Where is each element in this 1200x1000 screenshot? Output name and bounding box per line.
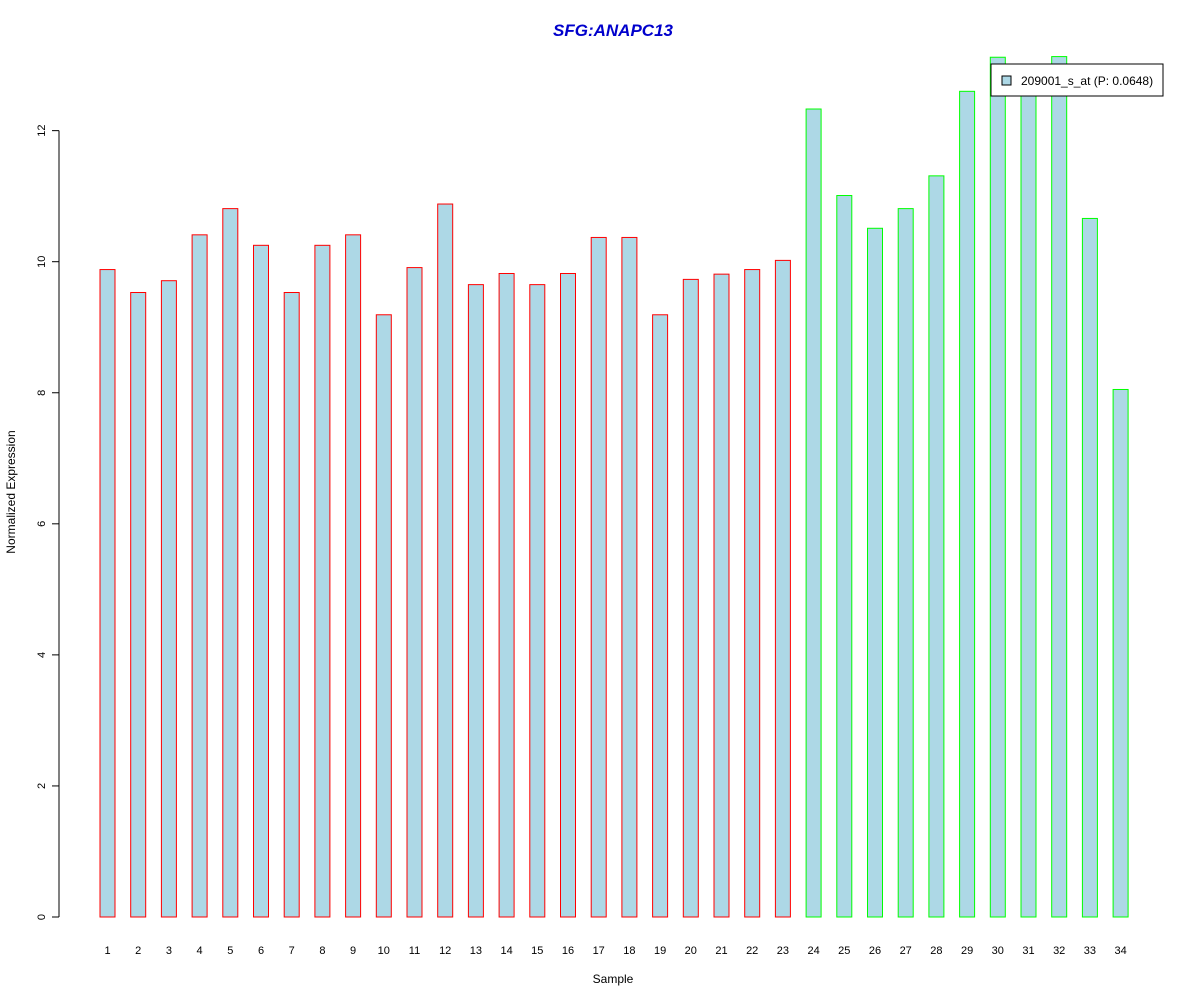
- x-tick-label: 33: [1084, 945, 1096, 957]
- bar-sample-5: [222, 208, 239, 918]
- bar-sample-30: [989, 56, 1006, 918]
- x-tick-label: 32: [1053, 945, 1065, 957]
- x-tick-label: 5: [227, 945, 233, 957]
- bar-sample-24: [805, 108, 822, 918]
- x-tick-label: 12: [439, 945, 451, 957]
- x-tick-label: 4: [197, 945, 203, 957]
- x-tick-label: 20: [685, 945, 697, 957]
- bar-sample-25: [836, 195, 853, 918]
- bar-sample-4: [191, 234, 208, 918]
- bar-sample-32: [1051, 56, 1068, 918]
- bar-sample-26: [867, 227, 883, 918]
- x-axis-label: Sample: [593, 972, 634, 986]
- x-tick-label: 24: [807, 945, 819, 957]
- bar-sample-22: [744, 269, 761, 918]
- legend-box: [990, 63, 1164, 97]
- x-tick-label: 28: [930, 945, 942, 957]
- x-axis-tick-labels: 1 2 3 4 5 6 7 8 9 10 11 12 13 14 15 16 17 18 19 20 21 22 23 24 2…: [104, 945, 1126, 957]
- y-axis: 0 2 4 6 8 10 12: [36, 125, 60, 920]
- bar-sample-6: [253, 244, 269, 918]
- bars: [99, 56, 1129, 918]
- x-tick-label: 23: [777, 945, 789, 957]
- x-tick-label: 1: [104, 945, 110, 957]
- bar-sample-18: [621, 236, 638, 918]
- bar-sample-2: [130, 291, 147, 918]
- x-tick-label: 11: [409, 945, 420, 957]
- x-tick-label: 30: [992, 945, 1004, 957]
- x-tick-label: 17: [593, 945, 605, 957]
- bar-sample-31: [1020, 86, 1037, 918]
- x-tick-label: 18: [623, 945, 635, 957]
- bar-sample-11: [406, 267, 423, 918]
- x-tick-label: 15: [531, 945, 543, 957]
- bar-sample-1: [99, 269, 116, 918]
- bar-sample-16: [560, 272, 576, 918]
- x-tick-label: 26: [869, 945, 881, 957]
- bar-sample-29: [959, 90, 976, 918]
- bar-sample-14: [498, 272, 515, 918]
- x-tick-label: 34: [1114, 945, 1126, 957]
- bar-sample-21: [713, 273, 730, 918]
- y-tick-label: 8: [36, 390, 48, 396]
- x-tick-label: 10: [378, 945, 390, 957]
- y-tick-label: 10: [36, 256, 48, 268]
- x-tick-label: 8: [319, 945, 325, 957]
- bar-sample-19: [652, 314, 669, 918]
- bar-sample-10: [375, 314, 392, 918]
- legend-label: 209001_s_at (P: 0.0648): [1021, 74, 1153, 88]
- y-tick-label: 6: [36, 521, 48, 527]
- bar-sample-23: [774, 259, 791, 918]
- x-tick-label: 31: [1022, 945, 1034, 957]
- bar-sample-28: [928, 175, 945, 918]
- legend: 209001_s_at (P: 0.0648): [990, 63, 1164, 97]
- x-tick-label: 27: [900, 945, 912, 957]
- bar-sample-27: [897, 208, 914, 918]
- x-tick-label: 3: [166, 945, 172, 957]
- x-tick-label: 13: [470, 945, 482, 957]
- x-tick-label: 6: [258, 945, 264, 957]
- y-tick-label: 12: [36, 125, 48, 137]
- y-axis-label: Normalized Expression: [4, 430, 18, 553]
- bar-sample-17: [590, 236, 607, 918]
- x-tick-label: 2: [135, 945, 141, 957]
- x-tick-label: 21: [715, 945, 727, 957]
- x-tick-label: 22: [746, 945, 758, 957]
- x-tick-label: 14: [500, 945, 512, 957]
- bar-sample-20: [682, 278, 699, 918]
- chart-title: SFG:ANAPC13: [553, 21, 674, 40]
- bar-sample-12: [437, 203, 454, 918]
- x-tick-label: 7: [289, 945, 295, 957]
- bar-sample-7: [283, 291, 300, 918]
- x-tick-label: 16: [562, 945, 574, 957]
- bar-sample-15: [529, 284, 546, 918]
- y-tick-label: 0: [36, 914, 48, 920]
- bar-sample-33: [1081, 217, 1098, 918]
- y-tick-label: 4: [36, 652, 48, 658]
- bar-sample-9: [345, 234, 362, 918]
- bar-sample-13: [467, 284, 484, 918]
- y-tick-label: 2: [36, 783, 48, 789]
- bar-sample-3: [160, 280, 177, 918]
- legend-swatch: [1001, 75, 1012, 86]
- bar-sample-34: [1112, 388, 1129, 918]
- x-tick-label: 25: [838, 945, 850, 957]
- bar-sample-8: [314, 244, 331, 918]
- x-tick-label: 19: [654, 945, 666, 957]
- x-tick-label: 29: [961, 945, 973, 957]
- x-tick-label: 9: [350, 945, 356, 957]
